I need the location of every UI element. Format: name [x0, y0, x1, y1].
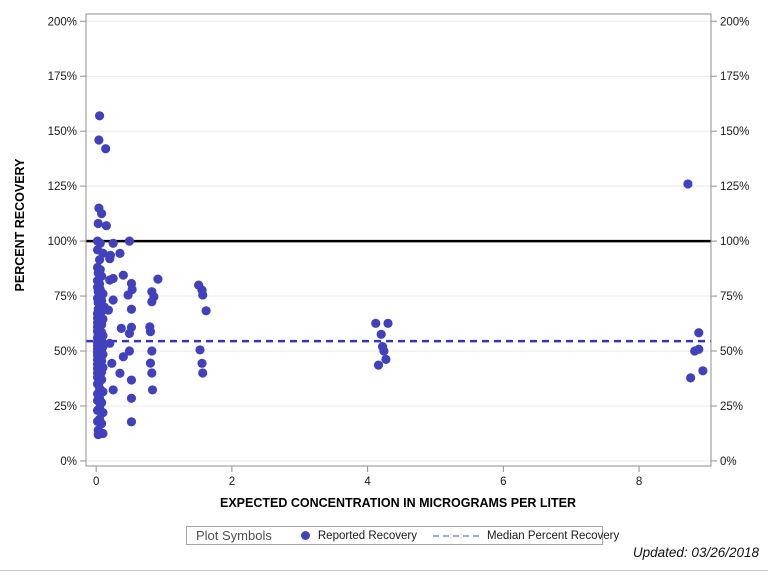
y-tick-label-left: 175%: [48, 71, 77, 83]
data-point: [147, 297, 157, 307]
reference-lines: [86, 239, 711, 343]
data-point: [124, 346, 135, 356]
data-point: [123, 290, 133, 300]
data-point: [686, 373, 696, 383]
data-point: [379, 346, 389, 356]
x-tick-label: 4: [364, 476, 371, 488]
y-axis-title: PERCENT RECOVERY: [13, 158, 27, 292]
data-point: [198, 368, 208, 378]
data-point: [694, 344, 704, 354]
data-point: [115, 248, 125, 259]
data-point: [97, 209, 107, 219]
data-point: [373, 360, 384, 370]
y-tick-label-left: 75%: [54, 291, 77, 303]
data-point: [381, 354, 391, 364]
data-point: [145, 327, 156, 337]
y-axis-ticks-left: 0% 25% 50% 75% 100% 125% 150% 175% 200%: [48, 16, 86, 468]
data-point: [105, 254, 115, 264]
data-point: [124, 328, 135, 339]
x-axis-title: EXPECTED CONCENTRATION IN MICROGRAMS PER…: [220, 496, 576, 510]
data-point: [115, 368, 125, 378]
y-tick-label-left: 100%: [48, 236, 77, 248]
y-tick-label-right: 50%: [720, 346, 743, 358]
y-tick-label-left: 25%: [54, 401, 77, 413]
data-point: [153, 274, 163, 284]
y-tick-label-right: 0%: [720, 456, 737, 468]
data-point: [118, 352, 128, 362]
data-point: [126, 417, 137, 427]
x-tick-label: 2: [229, 476, 235, 488]
scatter-points: [92, 111, 708, 440]
y-axis-ticks-right: 0% 25% 50% 75% 100% 125% 150% 175% 200%: [711, 16, 749, 468]
data-point: [103, 305, 113, 315]
y-tick-label-left: 0%: [60, 456, 77, 468]
y-tick-label-right: 150%: [720, 126, 749, 138]
data-point: [93, 218, 103, 229]
data-point: [371, 318, 381, 328]
data-point: [94, 111, 105, 121]
legend-entry-median-percent-recovery: Median Percent Recovery: [486, 529, 620, 542]
data-point: [147, 368, 157, 378]
data-point: [376, 329, 386, 339]
data-point: [94, 255, 105, 265]
updated-date-note: Updated: 03/26/2018: [632, 545, 759, 560]
median-line-swatch-icon: [432, 534, 479, 537]
y-tick-label-left: 50%: [54, 346, 77, 358]
data-point: [198, 290, 208, 300]
legend: Plot Symbols Reported Recovery Median Pe…: [186, 526, 619, 545]
data-point: [201, 306, 211, 316]
y-tick-label-left: 150%: [48, 126, 77, 138]
data-point: [101, 221, 111, 231]
data-point: [118, 270, 128, 280]
y-tick-label-right: 25%: [720, 401, 743, 413]
data-point: [108, 295, 118, 305]
x-axis-ticks: 0 2 4 6 8: [93, 466, 642, 488]
data-point: [683, 179, 693, 189]
data-point: [107, 358, 117, 368]
data-point: [195, 345, 205, 355]
y-tick-label-right: 100%: [720, 236, 749, 248]
data-point: [694, 328, 704, 338]
data-point: [124, 236, 135, 246]
legend-entry-reported-recovery: Reported Recovery: [317, 529, 417, 542]
data-point: [93, 429, 103, 440]
horizontal-gridlines: [86, 20, 711, 462]
y-tick-label-right: 75%: [720, 291, 743, 303]
y-tick-label-right: 125%: [720, 181, 749, 193]
y-tick-label-right: 200%: [720, 16, 749, 28]
data-point: [147, 385, 158, 395]
data-point: [126, 393, 137, 403]
data-point: [147, 346, 157, 356]
data-point: [698, 366, 708, 376]
data-point: [126, 375, 137, 385]
data-point: [105, 275, 115, 285]
data-point: [108, 385, 118, 395]
data-point: [116, 323, 126, 333]
data-point: [197, 358, 207, 368]
legend-title: Plot Symbols: [196, 528, 272, 543]
data-point: [126, 304, 137, 314]
bottom-divider: [0, 570, 768, 571]
y-tick-label-right: 175%: [720, 71, 749, 83]
y-tick-label-left: 200%: [48, 16, 77, 28]
plot-frame: [85, 13, 712, 467]
x-tick-label: 6: [500, 476, 506, 488]
data-point: [145, 358, 156, 368]
data-point: [108, 238, 118, 248]
data-point: [94, 135, 104, 145]
x-tick-label: 8: [636, 476, 642, 488]
data-point: [101, 144, 111, 154]
x-tick-label: 0: [93, 476, 99, 488]
reported-recovery-marker-icon: [300, 531, 310, 540]
data-point: [383, 318, 393, 328]
y-tick-label-left: 125%: [48, 181, 77, 193]
